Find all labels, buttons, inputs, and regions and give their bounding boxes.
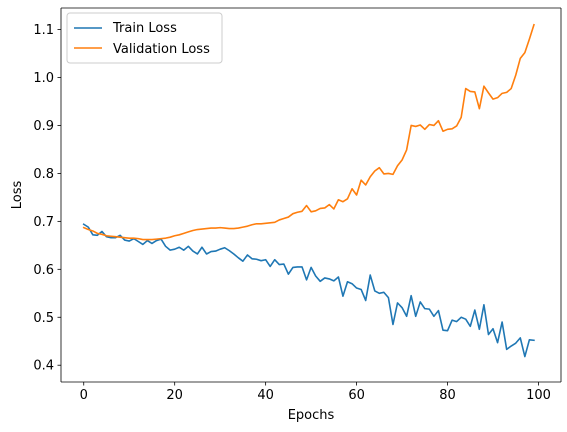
x-ticks: 0 20 40 60 80 100 (80, 382, 551, 403)
plot-area (61, 8, 561, 382)
y-tick-label: 0.6 (33, 263, 54, 278)
x-tick-label: 40 (257, 388, 274, 403)
legend-label-train-loss: Train Loss (112, 21, 177, 36)
legend-label-validation-loss: Validation Loss (113, 42, 210, 57)
y-tick-label: 0.4 (33, 359, 54, 374)
series-layer (82, 23, 535, 358)
y-tick-label: 0.5 (33, 311, 54, 326)
y-tick-label: 0.7 (33, 215, 54, 230)
series-line-validation-loss (82, 23, 535, 241)
y-tick-label: 0.9 (33, 119, 54, 134)
legend-box (66, 12, 223, 64)
x-tick-label: 0 (80, 388, 88, 403)
series-line-train-loss (82, 223, 535, 358)
x-tick-label: 60 (348, 388, 365, 403)
y-tick-label: 1.0 (33, 71, 54, 86)
y-tick-label: 1.1 (33, 23, 54, 38)
legend: Train Loss Validation Loss (66, 12, 223, 64)
x-tick-label: 80 (439, 388, 456, 403)
x-tick-label: 20 (166, 388, 183, 403)
y-ticks: 0.4 0.5 0.6 0.7 0.8 0.9 1.0 1.1 (33, 23, 61, 374)
x-axis-label: Epochs (288, 408, 335, 423)
y-tick-label: 0.8 (33, 167, 54, 182)
x-tick-label: 100 (526, 388, 551, 403)
axes-frame (60, 7, 562, 383)
y-axis-label: Loss (10, 181, 25, 210)
